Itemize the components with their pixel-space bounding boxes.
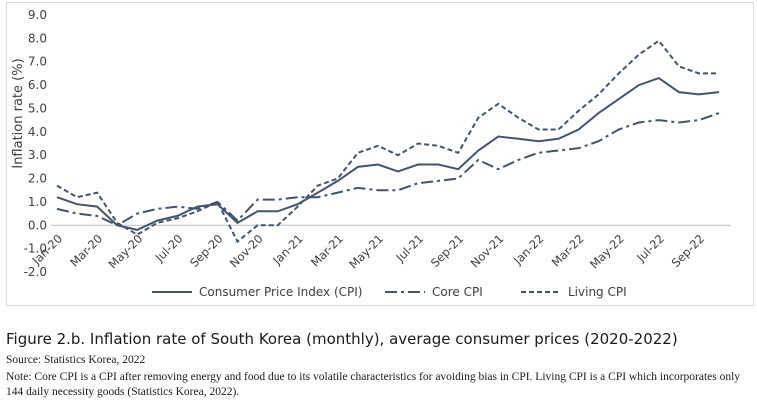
- x-tick-labels: Jan-20 Mar-20 May-20 Jul-20 Sep-20 Nov-20 Jan-…: [29, 231, 707, 271]
- y-tick-label: -2.0: [24, 265, 47, 279]
- x-tick-label: May-20: [106, 231, 146, 271]
- series-line-3: [56, 39, 719, 244]
- legend: Consumer Price Index (CPI) Core CPI Living…: [152, 285, 627, 299]
- x-tick-label: Jan-22: [510, 231, 546, 267]
- y-tick-labels: -2.0 -1.0 0.0 1.0 2.0 3.0 4.0 5.0 6.0 7.0 8.0 9.0: [24, 8, 47, 279]
- y-axis-title: Inflation rate (%): [11, 58, 26, 168]
- x-tick-label: Sep-21: [428, 231, 467, 270]
- y-tick-label: 7.0: [28, 55, 47, 69]
- line-chart: Inflation rate (%) -2.0 -1.0 0.0 1.0 2.0 3.0 4…: [11, 8, 731, 299]
- y-tick-label: -1.0: [24, 242, 47, 256]
- x-tick-label: Nov-21: [468, 231, 507, 270]
- series-lines: [56, 39, 720, 244]
- x-tick-label: Sep-20: [187, 231, 226, 270]
- legend-label-2: Core CPI: [432, 285, 483, 299]
- y-tick-label: 5.0: [28, 101, 47, 115]
- x-tick-label: Nov-20: [227, 231, 266, 270]
- y-tick-label: 3.0: [28, 148, 47, 162]
- x-tick-label: Jan-21: [269, 231, 305, 267]
- x-tick-label: Sep-22: [669, 231, 708, 270]
- x-tick-label: Jul-22: [633, 231, 667, 265]
- x-tick-label: Mar-22: [549, 231, 587, 269]
- x-tick-label: Jul-20: [152, 231, 186, 265]
- series-line-1: [56, 76, 720, 231]
- y-tick-label: 1.0: [28, 195, 47, 209]
- figure-note: Note: Core CPI is a CPI after removing e…: [6, 371, 741, 398]
- y-tick-label: 6.0: [28, 78, 47, 92]
- figure-caption: Figure 2.b. Inflation rate of South Kore…: [6, 330, 678, 348]
- y-tick-label: 4.0: [28, 125, 47, 139]
- y-tick-label: 2.0: [28, 172, 47, 186]
- legend-label-1: Consumer Price Index (CPI): [199, 285, 362, 299]
- x-tick-label: May-22: [587, 231, 627, 271]
- y-tick-label: 8.0: [28, 31, 47, 45]
- y-tick-label: 9.0: [28, 8, 47, 22]
- x-tick-label: Mar-20: [67, 231, 105, 269]
- chart-frame: Inflation rate (%) -2.0 -1.0 0.0 1.0 2.0 3.0 4…: [6, 2, 754, 306]
- figure-source: Source: Statistics Korea, 2022: [6, 354, 146, 366]
- legend-label-3: Living CPI: [568, 285, 627, 299]
- series-line-2: [56, 112, 720, 227]
- y-tick-label: 0.0: [28, 218, 47, 232]
- x-tick-label: Mar-21: [308, 231, 346, 269]
- x-tick-label: Jul-21: [393, 231, 427, 265]
- x-tick-label: May-21: [346, 231, 386, 271]
